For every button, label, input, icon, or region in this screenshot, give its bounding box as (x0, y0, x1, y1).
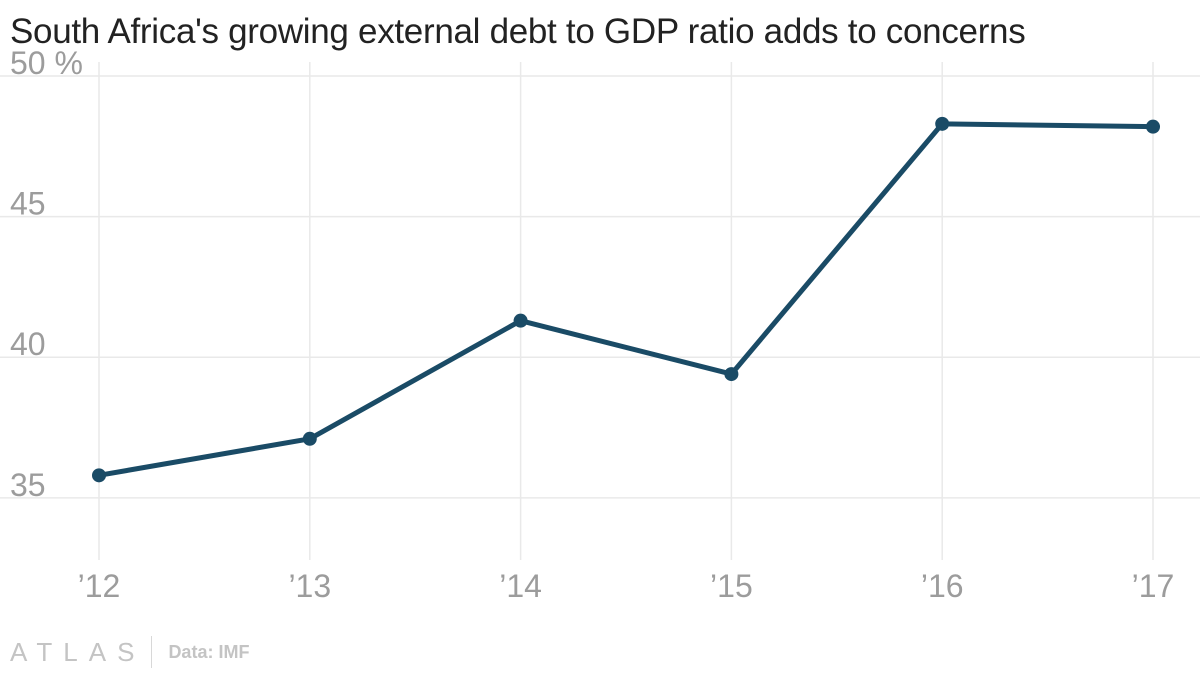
data-point (513, 313, 528, 328)
y-axis-labels: 35 40 45 50 % (10, 45, 83, 503)
x-axis-labels: ’12 ’13 ’14 ’15 ’16 ’17 (78, 568, 1175, 604)
y-tick-label: 35 (10, 467, 46, 503)
x-tick-label: ’16 (921, 568, 964, 604)
x-tick-label: ’15 (710, 568, 753, 604)
x-tick-label: ’12 (78, 568, 121, 604)
y-tick-label: 45 (10, 186, 46, 222)
atlas-logo: ATLAS (10, 636, 146, 667)
x-tick-label: ’13 (288, 568, 331, 604)
chart-title: South Africa's growing external debt to … (10, 12, 1026, 51)
data-source: Data: IMF (168, 641, 250, 662)
footer-divider (151, 636, 153, 668)
footer: ATLAS Data: IMF (10, 636, 249, 668)
data-point (935, 116, 950, 131)
series-line (96, 121, 1156, 478)
data-point (92, 468, 106, 483)
series-layer (92, 116, 1160, 483)
x-tick-label: ’14 (499, 568, 542, 604)
x-tick-label: ’17 (1132, 568, 1175, 604)
y-tick-label: 40 (10, 326, 46, 362)
data-point (302, 431, 317, 446)
y-tick-label: 50 % (10, 45, 83, 81)
grid-lines (0, 62, 1200, 560)
data-point (1146, 119, 1160, 134)
data-point (724, 367, 739, 382)
